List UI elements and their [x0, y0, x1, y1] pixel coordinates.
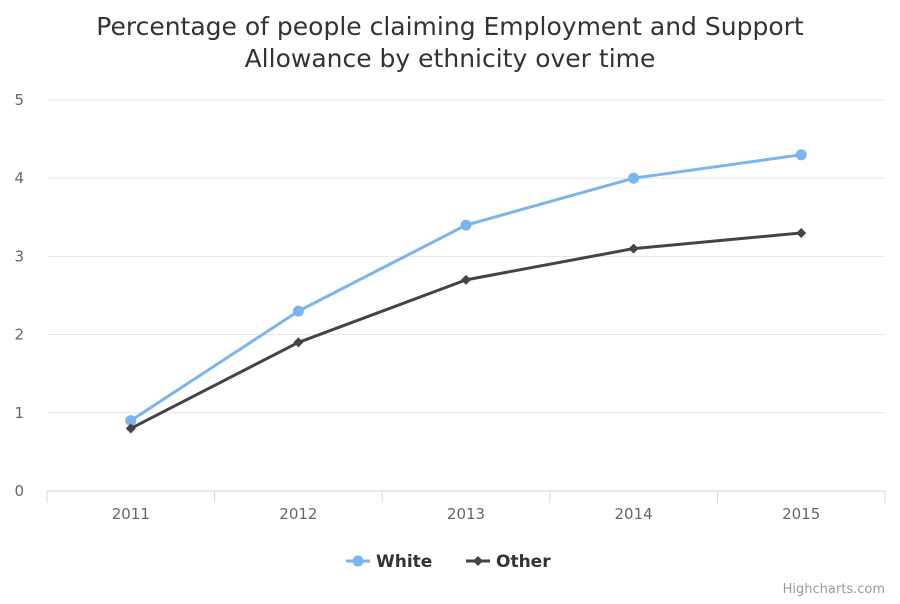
data-point	[796, 227, 807, 238]
series-group	[125, 149, 807, 434]
series-white	[125, 149, 807, 427]
gridlines	[47, 99, 885, 414]
data-point	[293, 337, 304, 348]
data-point	[292, 305, 304, 317]
x-tick-label: 2012	[279, 505, 317, 523]
data-point	[125, 415, 137, 427]
x-tick-label: 2014	[615, 505, 653, 523]
legend-item-other[interactable]: Other	[466, 552, 551, 572]
legend: White Other	[346, 552, 551, 572]
data-point	[461, 274, 471, 285]
y-tick-label: 1	[14, 404, 24, 422]
legend-label: Other	[496, 552, 551, 572]
credits-link[interactable]: Highcharts.com	[783, 582, 885, 597]
data-point	[125, 423, 136, 434]
chart-title: Percentage of people claiming Employment…	[96, 12, 804, 73]
data-point	[795, 149, 807, 161]
x-tick-label: 2013	[447, 505, 485, 523]
x-tick-label: 2015	[782, 505, 820, 523]
legend-item-white[interactable]: White	[346, 552, 432, 572]
legend-marker	[473, 556, 483, 566]
data-point	[628, 243, 639, 254]
legend-label: White	[376, 552, 432, 572]
data-point	[460, 219, 472, 231]
series-other	[125, 227, 807, 434]
legend-marker	[352, 555, 364, 567]
y-axis: 0 1 2 3 4 5	[14, 91, 24, 500]
x-axis: 2011 2012 2013 2014 2015	[46, 490, 886, 523]
chart-title-line-1: Percentage of people claiming Employment…	[96, 12, 804, 41]
data-point	[628, 172, 640, 184]
y-tick-label: 2	[14, 326, 24, 344]
x-tick-label: 2011	[112, 505, 150, 523]
chart-title-line-2: Allowance by ethnicity over time	[245, 44, 656, 73]
y-tick-label: 0	[14, 482, 24, 500]
y-tick-label: 5	[14, 91, 24, 109]
y-tick-label: 4	[14, 169, 24, 187]
y-tick-label: 3	[14, 247, 24, 265]
